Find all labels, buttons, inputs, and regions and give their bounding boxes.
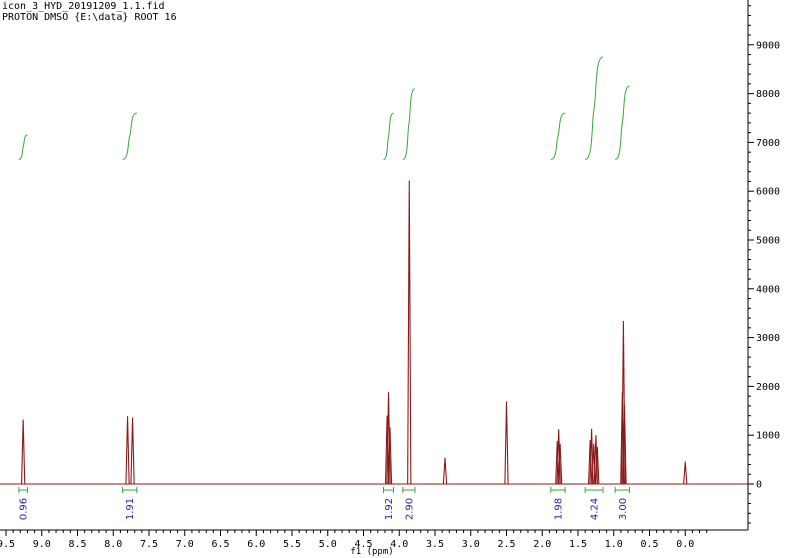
x-tick-label: 2.0 xyxy=(533,539,551,550)
spectrum-peak xyxy=(557,443,563,485)
x-tick-label: 3.0 xyxy=(462,539,480,550)
integral-value-label: 1.91 xyxy=(125,498,136,520)
integral-value-label: 3.00 xyxy=(618,498,629,520)
x-tick-label: 4.0 xyxy=(390,539,408,550)
spectrum-peak xyxy=(555,441,560,485)
spectrum-peak xyxy=(387,427,393,485)
x-axis-title: f1 (ppm) xyxy=(350,547,393,557)
spectrum-peak xyxy=(130,417,135,485)
integral-value-label: 1.92 xyxy=(384,498,395,520)
integral-curve xyxy=(584,56,604,160)
spectrum-peak xyxy=(595,446,600,485)
y-tick-label: 6000 xyxy=(756,187,780,198)
integral-value-label: 2.90 xyxy=(404,498,415,520)
x-tick-label: 5.0 xyxy=(319,539,337,550)
integral-curve xyxy=(122,112,137,160)
axes-frame xyxy=(0,0,749,531)
integral-brackets: 0.96 1.91 1.92 2.90 1.98 4.24 3.00 xyxy=(18,487,630,520)
integral-curves xyxy=(18,56,630,160)
x-tick-label: 9.5 xyxy=(0,539,15,550)
y-tick-label: 5000 xyxy=(756,236,780,247)
x-tick-label: 0.0 xyxy=(676,539,694,550)
integral-curve xyxy=(550,112,566,160)
y-tick-label: 2000 xyxy=(756,382,780,393)
spectrum-peak xyxy=(442,457,448,485)
x-tick-label: 6.5 xyxy=(211,539,229,550)
y-tick-label: 3000 xyxy=(756,333,780,344)
y-tick-label: 7000 xyxy=(756,138,780,149)
integral-value-label: 0.96 xyxy=(19,498,30,520)
x-tick-label: 7.5 xyxy=(140,539,158,550)
y-tick-label: 1000 xyxy=(756,431,780,442)
x-tick-label: 0.5 xyxy=(640,539,658,550)
spectrum-peak xyxy=(622,404,627,485)
x-tick-label: 1.5 xyxy=(569,539,587,550)
x-tick-label: 8.0 xyxy=(104,539,122,550)
spectrum-peak xyxy=(683,461,688,485)
spectrum-peak xyxy=(21,419,26,485)
integral-value-label: 1.98 xyxy=(553,498,564,520)
spectrum-trace-group xyxy=(0,180,748,485)
x-tick-label: 5.5 xyxy=(283,539,301,550)
integral-value-label: 4.24 xyxy=(590,498,601,520)
x-tick-label: 9.0 xyxy=(33,539,51,550)
y-tick-label: 9000 xyxy=(756,40,780,51)
spectrum-file-name: icon_3_HYD_20191209_1.1.fid xyxy=(2,1,165,12)
x-tick-label: 8.5 xyxy=(68,539,86,550)
spectrum-peak xyxy=(384,415,390,485)
x-tick-label: 3.5 xyxy=(426,539,444,550)
y-axis: 0 1000 2000 3000 4000 5000 6000 7000 8000 9000 xyxy=(748,5,780,524)
x-tick-label: 2.5 xyxy=(497,539,515,550)
x-tick-label: 1.0 xyxy=(605,539,623,550)
integral-curve xyxy=(402,88,416,160)
x-tick-label: 4.5 xyxy=(354,539,372,550)
y-tick-label: 4000 xyxy=(756,284,780,295)
integral-curve xyxy=(614,85,630,160)
x-axis: 9.5 9.0 8.5 8.0 7.5 7.0 6.5 6.0 5.5 5.0 4.5 4.0 3.5 3… xyxy=(0,530,708,550)
x-tick-label: 6.0 xyxy=(247,539,265,550)
spectrum-peak xyxy=(588,440,593,485)
spectrum-peak xyxy=(504,401,509,485)
integral-curve xyxy=(18,134,28,160)
y-tick-label: 0 xyxy=(756,480,762,491)
integral-curve xyxy=(383,112,394,160)
spectrum-acquisition-info: PROTON DMSO {E:\data} ROOT 16 xyxy=(2,12,177,23)
x-tick-label: 7.0 xyxy=(176,539,194,550)
spectrum-peak xyxy=(125,416,130,485)
y-tick-label: 8000 xyxy=(756,89,780,100)
spectrum-peak xyxy=(407,180,412,485)
